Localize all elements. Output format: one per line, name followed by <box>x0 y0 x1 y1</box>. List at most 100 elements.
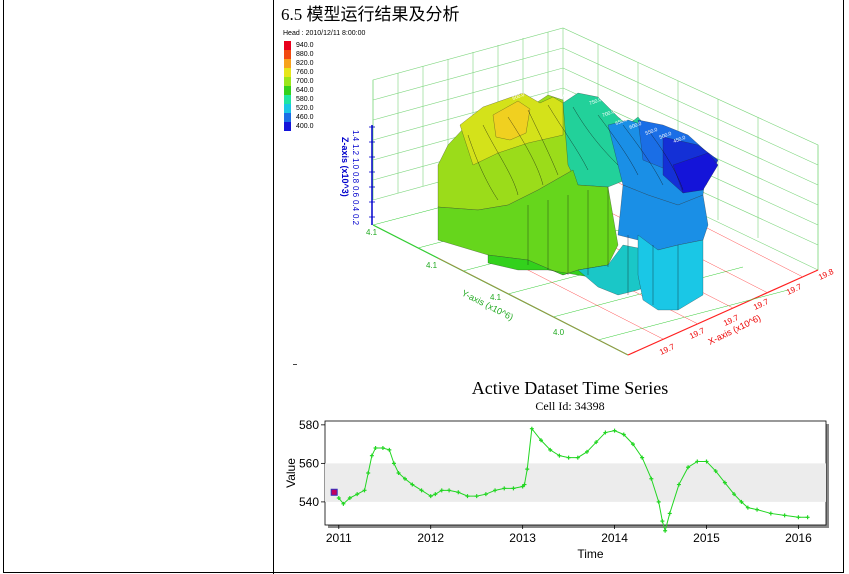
legend-swatch <box>284 95 291 104</box>
x-tick-label: 19.8 <box>817 267 835 282</box>
legend-swatch <box>284 86 291 95</box>
legend-label: 880.0 <box>296 51 314 58</box>
data-point <box>557 453 562 458</box>
section-heading: 6.5 模型运行结果及分析 <box>281 5 460 24</box>
data-point <box>493 488 498 493</box>
data-point <box>391 461 396 466</box>
z-tick-label: 1.4 <box>351 130 360 142</box>
data-point <box>663 528 668 533</box>
z-axis-title: Z-axis (x10^3) <box>340 137 350 197</box>
z-tick-label: 0.8 <box>351 172 360 184</box>
data-point <box>594 440 599 445</box>
data-point <box>410 482 415 487</box>
data-point <box>373 445 378 450</box>
legend-label: 580.0 <box>296 96 314 103</box>
legend-label: 760.0 <box>296 69 314 76</box>
data-point <box>796 515 801 520</box>
data-point <box>640 455 645 460</box>
data-point <box>525 467 530 472</box>
data-point <box>713 469 718 474</box>
data-point <box>336 496 341 501</box>
current-time-marker <box>330 488 338 496</box>
data-point <box>739 499 744 504</box>
legend-label: 700.0 <box>296 78 314 85</box>
color-legend: 940.0 880.0 820.0 760.0 700.0 640.0 580.0 520.0… <box>284 41 314 131</box>
plot-band <box>325 463 826 502</box>
data-point <box>369 453 374 458</box>
x-tick-label: 2011 <box>326 531 352 545</box>
data-point <box>782 513 787 518</box>
y-tick-label: 540 <box>299 495 319 509</box>
z-tick-label: 1.0 <box>351 158 360 170</box>
legend-swatch <box>284 77 291 86</box>
contour-label: 500.0 <box>560 91 574 101</box>
data-point <box>584 449 589 454</box>
data-point <box>465 494 470 499</box>
z-tick-label: 1.2 <box>351 144 360 156</box>
data-point <box>387 447 392 452</box>
x-tick-label: 2015 <box>693 531 720 545</box>
z-tick-label: 0.2 <box>351 214 360 226</box>
data-point <box>630 442 635 447</box>
data-point <box>511 486 516 491</box>
legend-swatch <box>284 104 291 113</box>
time-series-chart: 540 560 580 2011 2012 2013 2014 2015 2016 Time Val… <box>284 418 829 561</box>
data-point <box>428 494 433 499</box>
x-tick-label: 19.7 <box>752 297 770 312</box>
data-point <box>548 447 553 452</box>
data-point <box>722 480 727 485</box>
data-point <box>366 471 371 475</box>
legend-label: 520.0 <box>296 105 314 112</box>
legend-label: 460.0 <box>296 114 314 121</box>
z-tick-label: 0.6 <box>351 186 360 198</box>
y-axis-label: Value <box>284 458 298 488</box>
contour-label: 500.0 <box>659 131 673 141</box>
x-tick-label: 2016 <box>785 531 812 545</box>
data-point <box>355 492 360 497</box>
contour-label: 650.0 <box>615 117 629 127</box>
data-point <box>433 492 438 497</box>
x-tick-label: 2014 <box>601 531 628 545</box>
data-point <box>447 488 452 493</box>
data-point <box>474 494 479 499</box>
data-point <box>621 432 626 437</box>
data-point <box>522 482 527 487</box>
y-tick-label: 4.1 <box>490 293 502 302</box>
data-point <box>656 499 661 504</box>
legend-label: 400.0 <box>296 123 314 130</box>
y-tick-label: 4.1 <box>366 228 378 237</box>
x-tick-label: 2013 <box>509 531 536 545</box>
contour-label: 750.0 <box>589 97 603 107</box>
table-frame <box>3 0 844 573</box>
groundwater-3d-plot: Z-axis (x10^3) 1.4 1.2 1.0 0.8 0.6 0.4 0.2 4.1… <box>340 27 835 357</box>
data-point <box>686 465 691 470</box>
data-point <box>347 496 352 501</box>
data-point <box>768 511 773 516</box>
data-point <box>396 471 401 475</box>
data-point <box>529 426 534 431</box>
y-tick-label: 4.0 <box>553 328 565 337</box>
y-tick-label: 560 <box>299 456 319 470</box>
y-tick-label: 4.1 <box>426 261 438 270</box>
contour-label: 600.0 <box>629 121 643 131</box>
data-point <box>704 459 709 464</box>
data-point <box>603 430 608 435</box>
contour-label: 450.0 <box>673 135 687 145</box>
legend-swatch <box>284 122 291 131</box>
contour-label: 600.0 <box>512 92 526 102</box>
data-point <box>805 515 810 520</box>
column-divider <box>273 0 274 574</box>
data-point <box>745 505 750 510</box>
x-tick-label: 19.7 <box>658 342 676 357</box>
legend-label: 940.0 <box>296 42 314 49</box>
chart-subtitle: Cell Id: 34398 <box>535 399 605 413</box>
z-tick-label: 0.4 <box>351 200 360 212</box>
data-point <box>456 490 461 495</box>
data-point <box>612 428 617 433</box>
legend-swatch <box>284 41 291 50</box>
data-point <box>676 482 681 487</box>
data-point <box>755 507 760 512</box>
chart-title: Active Dataset Time Series <box>471 378 669 398</box>
contour-label: 700.0 <box>602 109 616 119</box>
legend-swatch <box>284 113 291 122</box>
